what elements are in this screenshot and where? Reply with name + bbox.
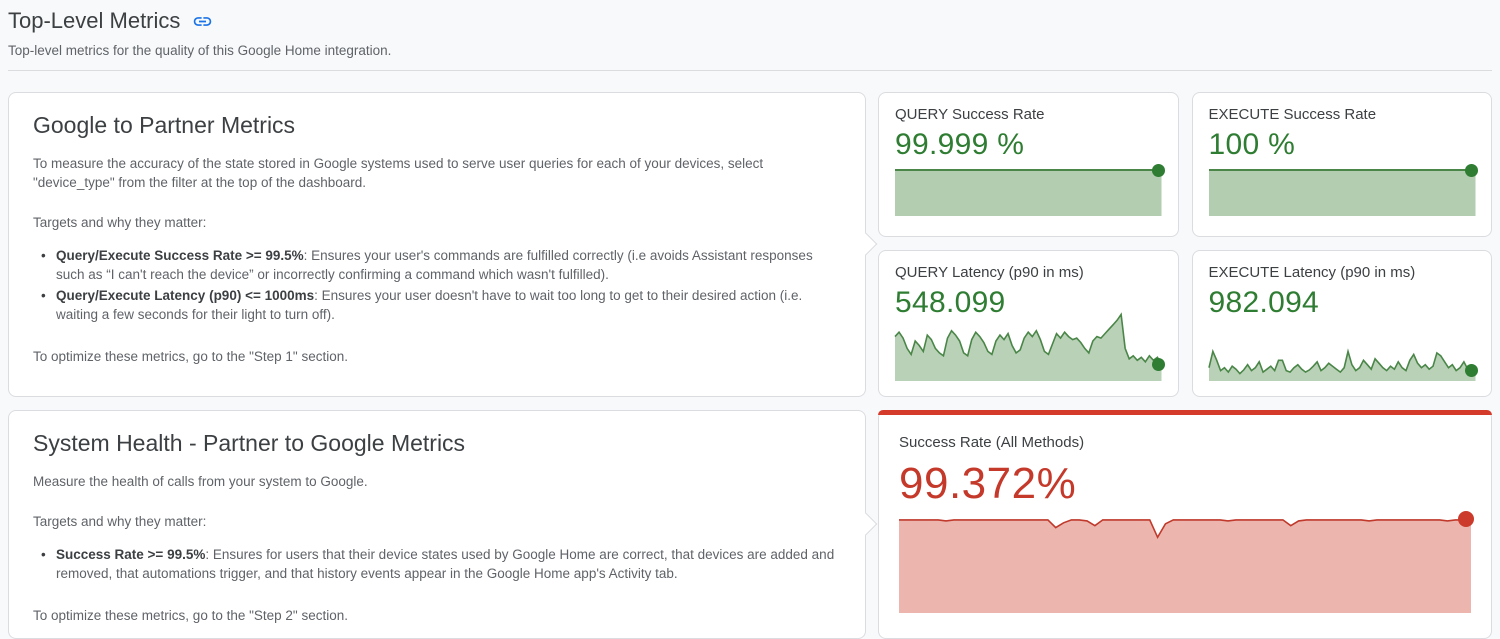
execute-latency-card: EXECUTE Latency (p90 in ms) 982.094 xyxy=(1191,250,1492,397)
dashboard-content: Google to Partner Metrics To measure the… xyxy=(0,71,1500,639)
section-link-button[interactable] xyxy=(192,11,213,32)
metric-value: 100 % xyxy=(1208,128,1296,161)
query-success-rate-card: QUERY Success Rate 99.999 % xyxy=(878,92,1179,237)
link-icon xyxy=(192,11,213,32)
google-to-partner-card: Google to Partner Metrics To measure the… xyxy=(8,92,877,397)
target-name: Query/Execute Latency (p90) <= 1000ms xyxy=(56,288,315,303)
card-footer-text: To optimize these metrics, go to the "St… xyxy=(33,608,348,623)
header-divider xyxy=(8,70,1492,71)
execute-success-sparkline xyxy=(1208,163,1478,216)
sparkline-end-dot xyxy=(1458,510,1474,527)
target-description: : Ensures your user's commands are fulfi… xyxy=(56,248,813,282)
targets-label: Targets and why they matter: xyxy=(33,215,207,230)
callout-pointer xyxy=(854,512,877,536)
execute-latency-sparkline xyxy=(1209,307,1478,381)
metric-label: QUERY Latency (p90 in ms) xyxy=(895,264,1084,281)
targets-label: Targets and why they matter: xyxy=(33,514,207,529)
card-title: Google to Partner Metrics xyxy=(33,112,296,138)
target-name: Query/Execute Success Rate >= 99.5% xyxy=(56,248,304,263)
card-intro: Measure the health of calls from your sy… xyxy=(33,474,368,489)
metric-label: EXECUTE Success Rate xyxy=(1208,106,1377,123)
execute-success-rate-card: EXECUTE Success Rate 100 % xyxy=(1191,92,1492,237)
targets-list: Query/Execute Success Rate >= 99.5%: Ens… xyxy=(33,246,841,324)
target-name: Success Rate >= 99.5% xyxy=(56,547,206,562)
page-header: Top-Level Metrics Top-level metrics for … xyxy=(0,0,1500,58)
alert-top-border xyxy=(878,410,1492,415)
all-methods-success-sparkline xyxy=(899,510,1474,613)
all-methods-success-rate-card: Success Rate (All Methods) 99.372% xyxy=(878,410,1492,639)
target-description: : Ensures for users that their device st… xyxy=(56,547,835,581)
metric-value: 99.999 % xyxy=(895,128,1025,161)
sparkline-end-dot xyxy=(1151,358,1165,372)
list-item: Query/Execute Success Rate >= 99.5%: Ens… xyxy=(41,246,841,284)
card-intro: To measure the accuracy of the state sto… xyxy=(33,156,764,190)
callout-pointer xyxy=(854,232,877,256)
metric-label: QUERY Success Rate xyxy=(895,106,1045,123)
query-success-sparkline xyxy=(895,163,1165,216)
list-item: Success Rate >= 99.5%: Ensures for users… xyxy=(41,545,841,583)
sparkline-end-dot xyxy=(1465,163,1478,177)
metric-value: 982.094 xyxy=(1208,286,1320,319)
targets-list: Success Rate >= 99.5%: Ensures for users… xyxy=(33,545,841,583)
query-latency-sparkline xyxy=(895,307,1165,381)
system-health-card: System Health - Partner to Google Metric… xyxy=(8,410,877,639)
metric-label: Success Rate (All Methods) xyxy=(899,434,1085,451)
metric-grid: QUERY Success Rate 99.999 % EXECUTE Succ… xyxy=(878,92,1492,397)
card-footer-text: To optimize these metrics, go to the "St… xyxy=(33,349,348,364)
target-description: : Ensures your user doesn't have to wait… xyxy=(56,288,803,322)
list-item: Query/Execute Latency (p90) <= 1000ms: E… xyxy=(41,286,841,324)
query-latency-card: QUERY Latency (p90 in ms) 548.099 xyxy=(878,250,1179,397)
metric-value: 548.099 xyxy=(895,286,1006,319)
metric-label: EXECUTE Latency (p90 in ms) xyxy=(1208,264,1416,281)
metric-value: 99.372% xyxy=(899,459,1077,508)
sparkline-end-dot xyxy=(1465,364,1478,378)
card-title: System Health - Partner to Google Metric… xyxy=(33,430,466,456)
page-subtitle: Top-level metrics for the quality of thi… xyxy=(8,43,392,58)
sparkline-end-dot xyxy=(1151,163,1165,177)
page-title: Top-Level Metrics xyxy=(8,8,181,33)
